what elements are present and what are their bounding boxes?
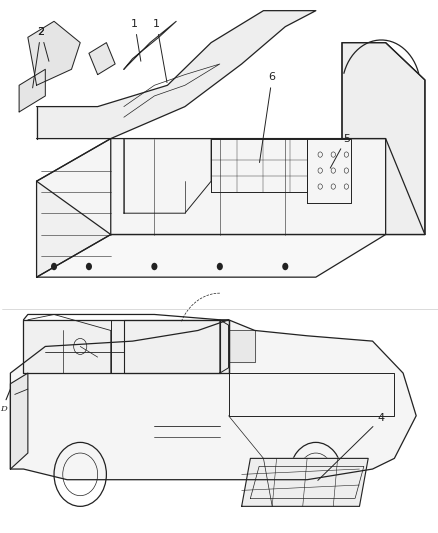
Polygon shape [37, 139, 425, 235]
Polygon shape [37, 235, 385, 277]
Polygon shape [124, 320, 220, 373]
Polygon shape [89, 43, 115, 75]
Text: D: D [0, 405, 7, 413]
Polygon shape [342, 43, 425, 235]
Text: 1: 1 [131, 19, 141, 61]
Circle shape [86, 263, 92, 270]
Polygon shape [220, 320, 229, 373]
Polygon shape [11, 373, 28, 469]
Polygon shape [37, 139, 111, 277]
Circle shape [282, 263, 288, 270]
Text: 5: 5 [330, 134, 350, 168]
Polygon shape [124, 21, 176, 69]
Text: 2: 2 [32, 27, 45, 88]
Polygon shape [37, 11, 316, 139]
Circle shape [152, 263, 157, 270]
Circle shape [51, 263, 57, 270]
Text: 1: 1 [153, 19, 167, 83]
Polygon shape [11, 320, 416, 480]
Polygon shape [242, 458, 368, 506]
Circle shape [217, 263, 223, 270]
Polygon shape [28, 21, 80, 85]
Polygon shape [229, 330, 255, 362]
Text: 6: 6 [260, 72, 276, 163]
Text: 2: 2 [37, 27, 49, 61]
Polygon shape [24, 320, 229, 373]
Text: 4: 4 [318, 414, 385, 480]
Polygon shape [19, 69, 45, 112]
